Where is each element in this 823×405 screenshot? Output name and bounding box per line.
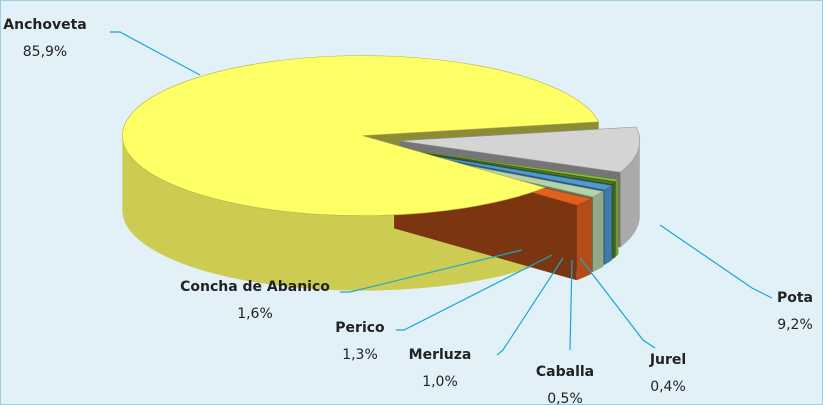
leader-line (496, 257, 564, 356)
slice-label: Concha de Abanico (180, 279, 330, 295)
slice-value: 85,9% (23, 44, 67, 60)
slice-side (122, 135, 545, 291)
slice-top (396, 149, 613, 191)
slice-label: Jurel (649, 352, 686, 368)
slice-side (576, 198, 592, 281)
slice-value: 1,3% (342, 347, 378, 363)
slice-label: Pota (777, 290, 813, 306)
slice-top (122, 55, 600, 216)
slice-top (397, 147, 620, 182)
slice-side (593, 191, 604, 273)
leader-line (569, 259, 573, 351)
slice-value: 9,2% (777, 317, 813, 333)
leader-line (340, 249, 523, 293)
slice-side (620, 140, 640, 248)
slice-side (604, 185, 612, 265)
leader-line (110, 31, 201, 76)
slice-side (612, 182, 616, 260)
slice-value: 0,5% (547, 391, 583, 405)
leader-line (579, 257, 656, 349)
slice-label: Anchoveta (3, 17, 86, 33)
slice-label: Caballa (536, 364, 594, 380)
leader-line (659, 224, 773, 299)
slice-label: Perico (335, 320, 385, 336)
pie-tops (122, 55, 641, 216)
slice-value: 0,4% (650, 379, 686, 395)
slice-top (397, 148, 617, 185)
slice-label: Merluza (409, 347, 472, 363)
slice-side (615, 179, 619, 257)
slice-value: 1,6% (237, 306, 273, 322)
slice-value: 1,0% (422, 374, 458, 390)
slice-top (399, 126, 641, 173)
leader-line (396, 254, 553, 331)
